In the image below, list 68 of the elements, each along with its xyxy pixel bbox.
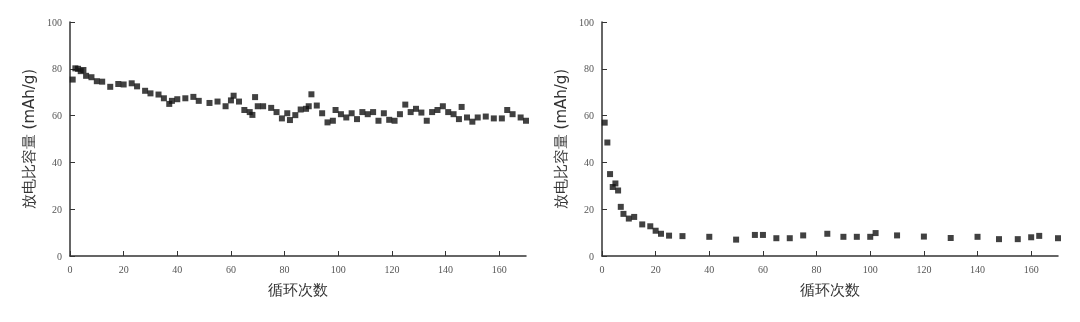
point <box>617 203 624 210</box>
point <box>601 119 608 126</box>
point <box>867 233 874 240</box>
x-axis-title: 循环次数 <box>268 280 328 299</box>
point <box>666 232 673 239</box>
x-tick-label: 80 <box>811 263 822 275</box>
point <box>759 231 766 238</box>
point <box>872 230 879 237</box>
point <box>751 231 758 238</box>
point <box>652 227 659 234</box>
x-axis-title: 循环次数 <box>800 280 860 299</box>
y-tick-label: 40 <box>584 156 594 168</box>
y-tick-label: 40 <box>52 156 62 168</box>
x-tick-label: 60 <box>757 263 768 275</box>
x-tick-label: 160 <box>491 263 507 275</box>
point <box>658 230 665 237</box>
point <box>615 187 622 194</box>
x-tick-label: 20 <box>118 263 129 275</box>
point <box>1055 235 1061 242</box>
x-tick-label: 80 <box>279 263 290 275</box>
point <box>840 233 847 240</box>
x-tick-label: 100 <box>862 263 878 275</box>
x-tick-label: 140 <box>438 263 454 275</box>
point <box>1036 232 1043 239</box>
x-tick-label: 60 <box>225 263 236 275</box>
point <box>607 171 614 178</box>
x-tick-label: 120 <box>916 263 932 275</box>
point <box>639 221 646 228</box>
point <box>995 236 1002 243</box>
y-axis-title: 放电比容量 (mAh/g) <box>551 68 570 210</box>
point <box>853 233 860 240</box>
point <box>620 210 627 217</box>
y-tick-label: 100 <box>47 16 62 28</box>
point <box>894 232 901 239</box>
x-tick-label: 140 <box>970 263 986 275</box>
x-tick-label: 0 <box>67 263 73 275</box>
point <box>647 223 654 230</box>
y-tick-label: 0 <box>57 250 62 262</box>
y-tick-label: 60 <box>52 110 62 122</box>
point <box>920 233 927 240</box>
x-tick-label: 20 <box>650 263 661 275</box>
y-tick-label: 100 <box>579 16 594 28</box>
point <box>1028 234 1035 241</box>
point <box>824 230 831 237</box>
point <box>706 233 713 240</box>
x-tick-label: 40 <box>172 263 183 275</box>
point <box>947 234 954 241</box>
point <box>733 236 740 243</box>
y-tick-label: 80 <box>584 63 594 75</box>
y-axis-title: 放电比容量 (mAh/g) <box>19 68 38 210</box>
y-tick-label: 0 <box>589 250 594 262</box>
point <box>974 233 981 240</box>
point <box>604 139 611 146</box>
point <box>679 233 686 240</box>
x-tick-label: 0 <box>599 263 605 275</box>
point <box>773 235 780 242</box>
x-tick-label: 100 <box>330 263 346 275</box>
point <box>631 213 638 220</box>
y-tick-label: 60 <box>584 110 594 122</box>
point <box>1014 236 1021 243</box>
x-tick-label: 160 <box>1023 263 1039 275</box>
y-tick-label: 20 <box>584 203 594 215</box>
x-tick-label: 40 <box>704 263 715 275</box>
y-tick-label: 20 <box>52 203 62 215</box>
x-tick-label: 120 <box>384 263 400 275</box>
point <box>800 232 807 239</box>
y-tick-label: 80 <box>52 63 62 75</box>
point <box>786 235 793 242</box>
